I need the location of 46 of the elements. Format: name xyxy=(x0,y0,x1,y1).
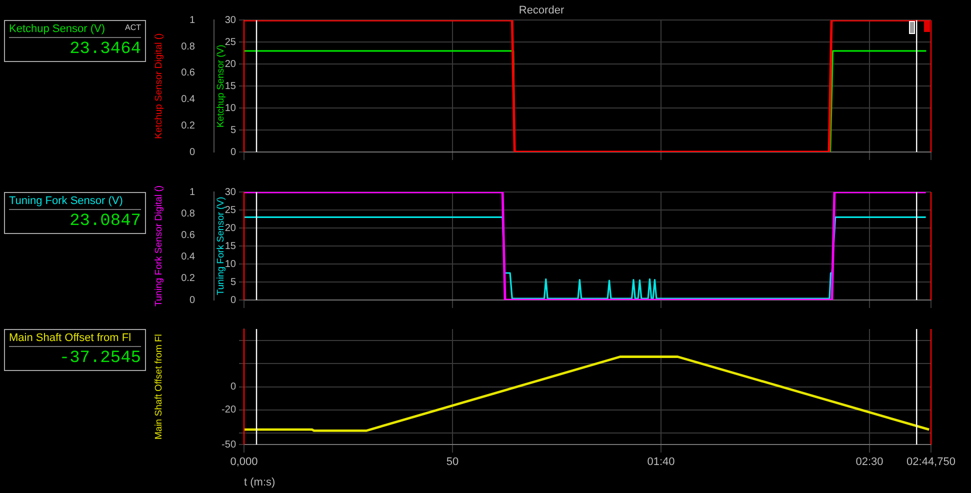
y-tick-label: 0.8 xyxy=(181,208,196,220)
y2-tick-label: 15 xyxy=(224,80,236,92)
y-tick-label: 1 xyxy=(189,186,196,198)
y-tick-label: 0.4 xyxy=(181,252,196,263)
y2-axis-title: Ketchup Sensor (V) xyxy=(215,44,226,128)
chart-title: Recorder xyxy=(518,4,564,17)
y-tick-label: 0.2 xyxy=(181,120,196,132)
text: 23.3464 xyxy=(68,39,141,60)
y-tick-label: 0.6 xyxy=(181,68,196,79)
y-tick-label: -20 xyxy=(222,404,236,416)
text: Main Shaft Offset from Fl xyxy=(9,332,132,344)
y2-axis-title: Tuning Fork Sensor (V) xyxy=(215,196,226,296)
y2-tick-label: 5 xyxy=(230,124,236,136)
text: -37.2545 xyxy=(58,348,141,368)
y2-tick-label: 25 xyxy=(224,36,236,48)
y-tick-label: 1 xyxy=(189,14,196,26)
y-tick-label: -50 xyxy=(222,439,236,450)
text: Tuning Fork Sensor (V) xyxy=(9,195,123,207)
x-tick-label: 50 xyxy=(446,456,459,468)
x-tick-label: 0,000 xyxy=(230,456,258,468)
text: Ketchup Sensor (V) xyxy=(9,23,105,36)
y-axis-title: Tuning Fork Sensor Digital () xyxy=(153,185,164,307)
y2-tick-label: 20 xyxy=(224,222,236,234)
y-tick-label: 0 xyxy=(189,294,196,306)
y-tick-label: 0.8 xyxy=(181,41,196,52)
y-axis-title: Main Shaft Offset from Fl xyxy=(153,334,164,440)
y-axis-title: Ketchup Sensor Digital () xyxy=(153,33,164,139)
x-axis-title: t (m:s) xyxy=(244,476,276,488)
x-tick-label: 01:40 xyxy=(647,456,675,468)
x-tick-label: 02:44,750 xyxy=(906,456,956,468)
y-tick-label: 0.4 xyxy=(181,94,196,106)
x-tick-label: 02:30 xyxy=(856,456,884,468)
y2-tick-label: 15 xyxy=(224,240,236,252)
y-tick-label: 0 xyxy=(189,146,196,158)
y-tick-label: 0 xyxy=(230,382,236,393)
text: ACT xyxy=(125,23,141,34)
y2-tick-label: 10 xyxy=(224,258,236,270)
y2-tick-label: 20 xyxy=(224,58,236,70)
y2-tick-label: 25 xyxy=(224,204,236,216)
y2-tick-label: 10 xyxy=(224,102,236,114)
y2-tick-label: 5 xyxy=(230,276,236,288)
y2-tick-label: 30 xyxy=(224,186,236,198)
y-tick-label: 0.2 xyxy=(181,273,196,284)
y2-tick-label: 30 xyxy=(224,14,236,26)
text: 23.0847 xyxy=(68,211,141,231)
y-tick-label: 0.6 xyxy=(181,230,196,241)
